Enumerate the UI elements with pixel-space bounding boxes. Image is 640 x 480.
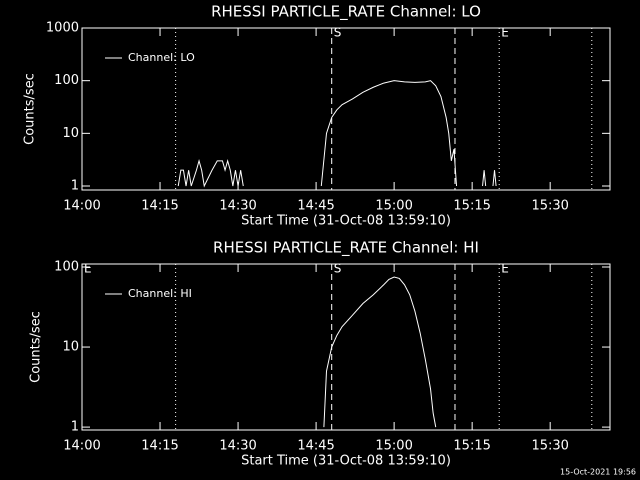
timestamp: 15-Oct-2021 19:56 (560, 468, 636, 477)
x-tick-label: 15:30 (531, 439, 568, 454)
marker-label: E (501, 26, 509, 40)
x-tick-label: 15:00 (375, 199, 412, 214)
x-tick-label: 14:30 (219, 439, 256, 454)
x-axis-label: Start Time (31-Oct-08 13:59:10) (241, 454, 451, 469)
y-tick-label: 100 (54, 259, 79, 274)
x-tick-label: 15:15 (453, 439, 490, 454)
x-tick-label: 15:30 (531, 199, 568, 214)
y-axis-label: Counts/sec (29, 311, 44, 383)
x-tick-label: 14:45 (297, 439, 334, 454)
x-tick-label: 14:00 (63, 439, 100, 454)
x-axis-label: Start Time (31-Oct-08 13:59:10) (241, 214, 451, 229)
marker-label: E (501, 262, 509, 276)
x-tick-label: 14:45 (297, 199, 334, 214)
x-tick-label: 15:15 (453, 199, 490, 214)
marker-label: S (334, 262, 342, 276)
x-tick-label: 14:15 (141, 199, 178, 214)
legend-label: Channel: HI (128, 287, 192, 300)
plot-frame (81, 27, 611, 191)
x-tick-label: 14:00 (63, 199, 100, 214)
series-line (323, 276, 437, 428)
marker-label: E (84, 262, 92, 276)
y-tick-label: 1000 (46, 21, 79, 36)
chart-title: RHESSI PARTICLE_RATE Channel: HI (213, 239, 479, 258)
y-tick-label: 10 (62, 126, 79, 141)
y-tick-label: 1 (71, 420, 79, 435)
y-tick-label: 10 (62, 340, 79, 355)
chart-title: RHESSI PARTICLE_RATE Channel: LO (211, 3, 481, 22)
x-tick-label: 14:15 (141, 439, 178, 454)
legend-label: Channel: LO (128, 51, 195, 64)
y-axis-label: Counts/sec (23, 73, 38, 145)
x-tick-label: 14:30 (219, 199, 256, 214)
series-line (177, 80, 497, 188)
x-tick-label: 15:00 (375, 439, 412, 454)
y-tick-label: 100 (54, 73, 79, 88)
y-tick-label: 1 (71, 179, 79, 194)
marker-label: S (334, 26, 342, 40)
